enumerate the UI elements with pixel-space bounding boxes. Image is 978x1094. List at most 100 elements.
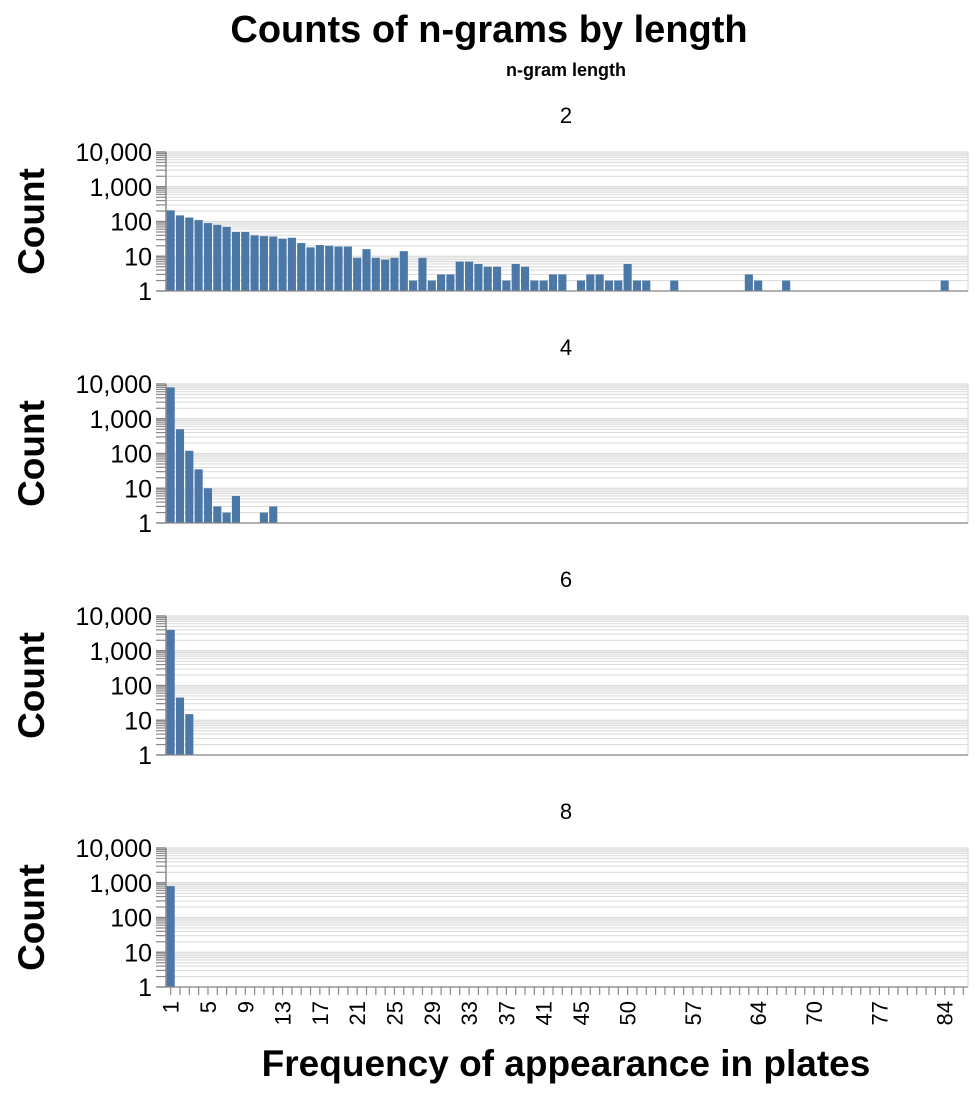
x-tick-label: 29: [420, 1001, 445, 1025]
bar: [548, 274, 558, 291]
bar: [175, 697, 185, 755]
bar: [166, 629, 175, 755]
x-tick-label: 84: [933, 1001, 958, 1025]
y-tick-label: 1: [138, 742, 152, 770]
y-tick-label: 100: [110, 441, 152, 469]
bar: [325, 245, 334, 291]
facet-panels: 2 1 10 100 1,000 10,000 Count 4 1 10 100 1,000 10,00…: [11, 103, 969, 1002]
x-tick-label: 13: [271, 1001, 296, 1025]
bar: [595, 274, 604, 291]
x-tick-label: 41: [532, 1001, 557, 1025]
bar: [744, 274, 753, 291]
bar: [576, 280, 586, 291]
y-tick-label: 10: [124, 475, 152, 503]
bar: [222, 512, 231, 523]
x-tick-label: 37: [494, 1001, 519, 1025]
bar: [194, 469, 203, 523]
y-tick-label: 1: [138, 510, 152, 538]
bar: [231, 231, 241, 291]
bar: [213, 506, 222, 523]
x-axis: 1 5 9 13 17 21 25 29 33 37 41 45 50 57 64 70 77 84: [159, 987, 964, 1025]
bar: [539, 280, 548, 291]
x-tick-label: 9: [233, 1001, 258, 1013]
x-tick-label: 70: [802, 1001, 827, 1025]
bar: [362, 249, 371, 291]
bar: [483, 266, 492, 291]
y-tick-label: 10: [124, 707, 152, 735]
facet-label: 4: [560, 335, 572, 360]
y-tick-label: 1: [138, 974, 152, 1002]
bar: [175, 429, 185, 523]
bar: [185, 450, 194, 523]
bar: [334, 246, 343, 291]
bar: [418, 257, 427, 291]
bar: [558, 274, 567, 291]
bar: [530, 280, 539, 291]
bar: [259, 236, 268, 291]
facet-panel-6: 6 1 10 100 1,000 10,000 Count: [11, 567, 969, 770]
y-tick-label: 10: [124, 939, 152, 967]
facet-panel-4: 4 1 10 100 1,000 10,000 Count: [11, 335, 969, 538]
bar: [427, 280, 436, 291]
x-tick-label: 57: [681, 1001, 706, 1025]
y-tick-label: 10,000: [76, 603, 152, 631]
facet-label: 6: [560, 567, 572, 592]
x-tick-label: 17: [308, 1001, 333, 1025]
y-tick-label: 1,000: [89, 870, 152, 898]
bar: [390, 257, 399, 291]
bar: [203, 223, 213, 291]
bar: [474, 263, 483, 291]
bar: [269, 506, 278, 523]
bar: [586, 274, 595, 291]
bar: [241, 231, 250, 291]
bar: [269, 236, 278, 291]
facet-panel-2: 2 1 10 100 1,000 10,000 Count: [11, 103, 969, 306]
x-tick-label: 77: [867, 1001, 892, 1025]
x-tick-label: 33: [457, 1001, 482, 1025]
bar: [632, 280, 642, 291]
bar: [185, 217, 194, 291]
bar: [278, 238, 287, 291]
x-tick-label: 50: [616, 1001, 641, 1025]
bar: [343, 246, 352, 291]
bar: [604, 280, 614, 291]
y-tick-label: 1,000: [89, 174, 152, 202]
bar: [194, 220, 203, 291]
y-tick-label: 10: [124, 243, 152, 271]
y-axis-label: Count: [11, 864, 52, 971]
y-tick-label: 100: [110, 209, 152, 237]
bar: [203, 488, 213, 523]
x-tick-label: 5: [196, 1001, 221, 1013]
y-tick-label: 100: [110, 905, 152, 933]
bar: [297, 243, 306, 291]
bar: [166, 210, 175, 291]
bar: [465, 261, 474, 291]
y-tick-label: 10,000: [76, 139, 152, 167]
bar: [166, 886, 175, 987]
y-tick-label: 1,000: [89, 406, 152, 434]
bar: [213, 224, 222, 291]
bar: [353, 257, 362, 291]
bar: [399, 251, 408, 291]
x-tick-label: 21: [345, 1001, 370, 1025]
bar: [940, 280, 949, 291]
bar: [222, 226, 231, 291]
facet-label: 2: [560, 103, 572, 128]
bar: [231, 495, 241, 523]
bar: [754, 280, 763, 291]
x-tick-label: 25: [382, 1001, 407, 1025]
y-tick-label: 100: [110, 673, 152, 701]
bar: [250, 235, 259, 291]
bar: [670, 280, 679, 291]
bar: [455, 261, 464, 291]
bar: [511, 263, 520, 291]
x-tick-label: 1: [159, 1001, 184, 1013]
y-tick-label: 10,000: [76, 371, 152, 399]
y-tick-label: 10,000: [76, 835, 152, 863]
chart-title: Counts of n-grams by length: [230, 9, 747, 51]
bar: [492, 266, 502, 291]
y-tick-label: 1,000: [89, 638, 152, 666]
bar: [446, 274, 455, 291]
bar: [259, 512, 268, 523]
facet-panel-8: 8 1 10 100 1,000 10,000 Count: [11, 799, 969, 1002]
